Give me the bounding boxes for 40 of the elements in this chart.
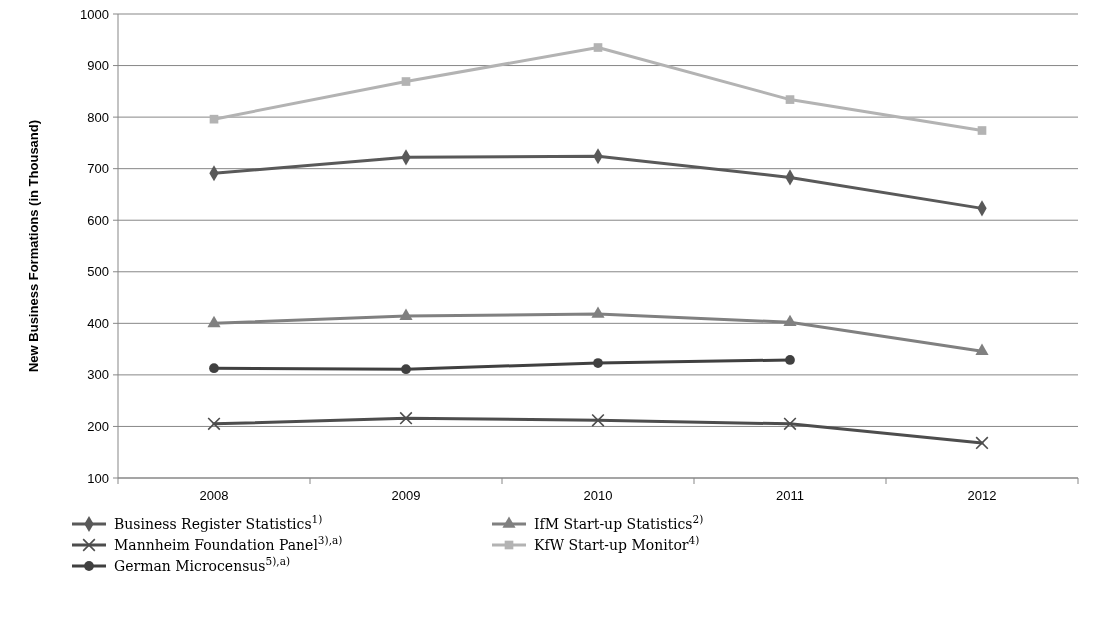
point: [591, 413, 605, 427]
y-tick-label: 500: [87, 264, 109, 280]
legend-label: Mannheim Foundation Panel$^{3),a)}$: [114, 533, 343, 553]
point: [785, 95, 795, 104]
y-tick-label: 700: [87, 161, 109, 177]
x-tick-label: 2009: [391, 488, 421, 503]
point: [785, 355, 795, 365]
point: [975, 343, 989, 355]
y-tick-label: 400: [87, 315, 109, 331]
y-tick-label: 600: [87, 212, 109, 228]
point: [783, 314, 797, 327]
x-tick-label: 2012: [967, 488, 997, 503]
x-tick-label: 2010: [583, 488, 613, 503]
y-tick-label: 1000: [80, 6, 109, 22]
y-axis-title: New Business Formations (in Thousand): [26, 119, 41, 373]
point: [593, 43, 603, 52]
point: [593, 358, 603, 368]
legend-label: Business Register Statistics$^{1)}$: [114, 512, 323, 532]
point: [401, 364, 411, 375]
point: [975, 436, 989, 450]
y-tick-label: 100: [87, 470, 109, 486]
point: [783, 417, 797, 431]
legend-label: IfM Start-up Statistics$^{2)}$: [534, 512, 704, 532]
y-tick-label: 300: [87, 367, 109, 383]
point: [209, 363, 219, 374]
point: [401, 77, 411, 86]
point: [399, 308, 413, 320]
x-tick-label: 2011: [776, 488, 804, 503]
y-tick-label: 900: [87, 58, 109, 74]
point: [207, 315, 221, 328]
point: [209, 114, 219, 124]
point: [207, 417, 221, 431]
point: [591, 306, 605, 318]
x-tick-label: 2008: [199, 488, 229, 503]
legend-label: KfW Start-up Monitor$^{4)}$: [534, 533, 700, 553]
y-tick-label: 200: [87, 418, 109, 434]
point: [399, 411, 413, 425]
point: [977, 126, 987, 135]
y-tick-label: 800: [87, 109, 109, 125]
legend-label: German Microcensus$^{5),a)}$: [114, 554, 291, 574]
